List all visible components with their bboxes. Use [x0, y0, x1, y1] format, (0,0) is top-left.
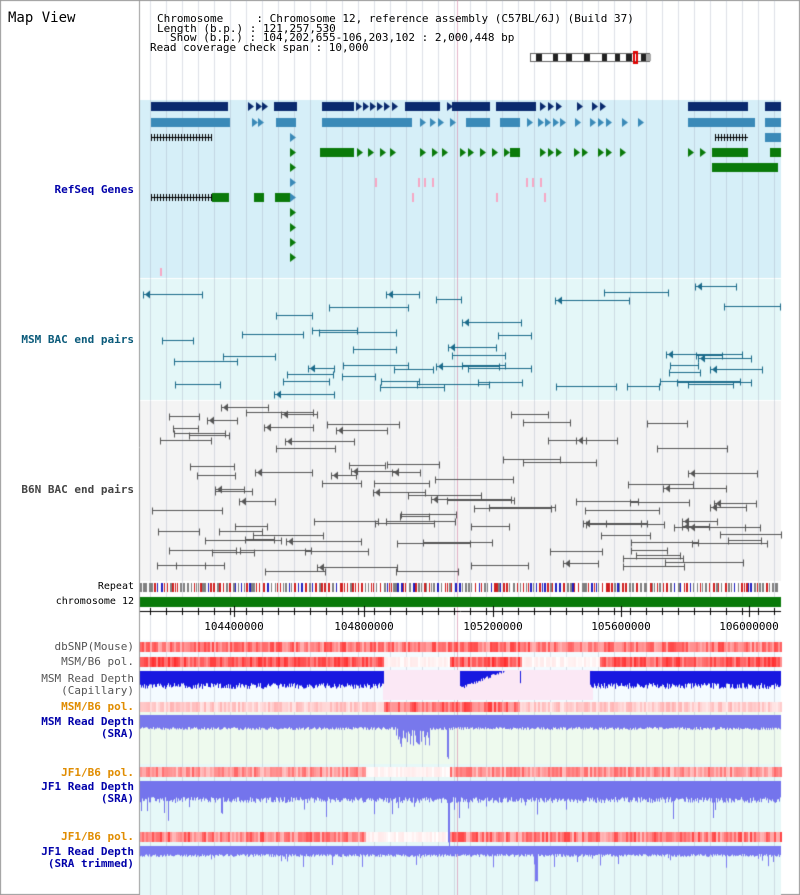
- track-label-msm-bac: MSM BAC end pairs: [21, 333, 134, 346]
- track-label-msm-depth-sra: MSM Read Depth: [41, 715, 134, 728]
- axis-tick-label: 105200000: [463, 620, 523, 633]
- info-chromosome: Chromosome : Chromosome 12, reference as…: [157, 12, 634, 25]
- track-label-b6n-bac: B6N BAC end pairs: [21, 483, 134, 496]
- track-label-msm-depth-cap: MSM Read Depth: [41, 672, 134, 685]
- axis-tick-label: 106000000: [719, 620, 779, 633]
- info-length: Length (b.p.) : 121,257,530: [157, 22, 336, 35]
- info-coverage: Read coverage check span : 10,000: [150, 41, 369, 54]
- axis-tick-label: 105600000: [591, 620, 651, 633]
- axis-tick-label: 104400000: [204, 620, 264, 633]
- track-label-jf1-b6-pol-2: JF1/B6 pol.: [61, 830, 134, 843]
- track-label-jf1-depth-sra: JF1 Read Depth: [41, 780, 134, 793]
- track-label-msm-depth-sra-sub: (SRA): [100, 727, 134, 740]
- info-show: Show (b.p.) : 104,202,655-106,203,102 : …: [170, 31, 515, 44]
- track-label-jf1-depth-sra-sub: (SRA): [100, 792, 134, 805]
- chromosome-ideogram[interactable]: [530, 53, 652, 62]
- track-label-jf1-b6-pol: JF1/B6 pol.: [61, 766, 134, 779]
- track-label-repeat: Repeat: [97, 581, 134, 592]
- axis-tick-label: 104800000: [334, 620, 394, 633]
- track-label-msm-b6-pol: MSM/B6 pol.: [61, 655, 134, 668]
- page-title: Map View: [8, 10, 76, 26]
- track-label-msm-depth-cap-sub: (Capillary): [61, 684, 134, 697]
- track-label-refseq: RefSeq Genes: [54, 183, 134, 196]
- track-label-msm-b6-pol-2: MSM/B6 pol.: [61, 700, 134, 713]
- track-label-jf1-depth-trim: JF1 Read Depth: [41, 845, 134, 858]
- track-label-dbsnp: dbSNP(Mouse): [54, 640, 134, 653]
- track-label-chromosome: chromosome 12: [55, 596, 134, 607]
- track-label-jf1-depth-trim-sub: (SRA trimmed): [47, 857, 134, 870]
